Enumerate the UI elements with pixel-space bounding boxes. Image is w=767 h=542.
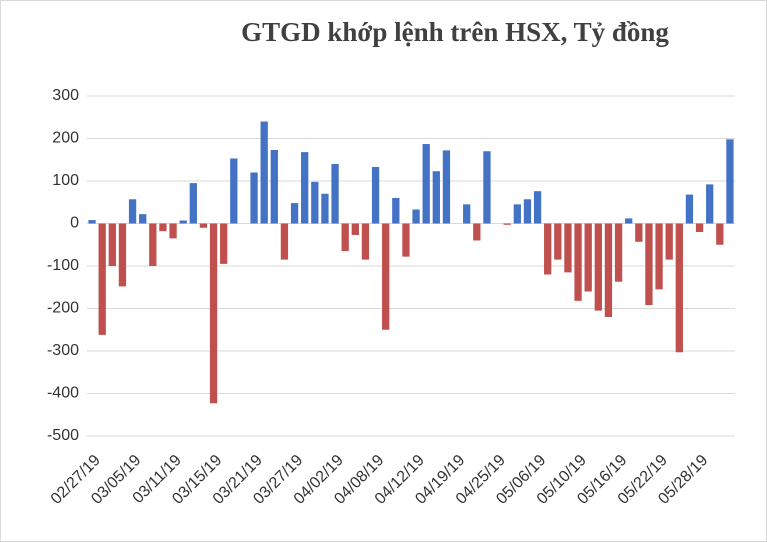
bar	[270, 149, 278, 224]
bar	[432, 171, 440, 224]
bar	[108, 223, 116, 266]
bar	[442, 150, 451, 224]
y-tick-label: -500	[47, 427, 79, 444]
bar	[371, 166, 380, 224]
bar	[139, 214, 147, 224]
bar	[533, 191, 542, 224]
bar	[412, 209, 420, 224]
bar	[706, 184, 714, 224]
bar	[331, 164, 339, 224]
chart-title: GTGD khớp lệnh trên HSX, Tỷ đồng	[241, 17, 669, 47]
bar	[98, 223, 106, 335]
bar	[118, 223, 127, 287]
bar	[625, 218, 633, 224]
y-tick-label: 0	[70, 215, 79, 232]
bar	[463, 204, 471, 224]
y-tick-label: -100	[47, 257, 79, 274]
bar	[584, 223, 592, 292]
bar	[280, 223, 289, 260]
bar	[614, 223, 623, 282]
bar	[503, 223, 511, 225]
y-tick-label: -400	[47, 385, 79, 402]
bar	[655, 223, 663, 290]
bar	[574, 223, 582, 301]
bar	[179, 220, 187, 224]
bar	[250, 172, 258, 224]
bar	[635, 223, 643, 242]
bar	[564, 223, 572, 273]
bar	[169, 223, 177, 239]
bar	[341, 223, 349, 252]
bar	[483, 151, 491, 224]
bar	[159, 223, 167, 232]
bar	[604, 223, 613, 317]
bar	[361, 223, 370, 260]
bar	[402, 223, 410, 257]
bar	[301, 152, 309, 224]
bar	[422, 144, 430, 224]
bar	[209, 223, 218, 404]
bar	[695, 223, 704, 232]
bar	[321, 193, 329, 224]
bar	[473, 223, 481, 241]
y-tick-label: 300	[52, 87, 79, 104]
bar	[513, 204, 521, 224]
bar	[726, 139, 734, 224]
bar	[382, 223, 390, 330]
bar	[523, 199, 532, 224]
bar	[311, 181, 319, 224]
bar	[220, 223, 228, 264]
bar	[544, 223, 552, 275]
bar	[392, 198, 400, 224]
y-tick-label: 100	[52, 172, 79, 189]
y-tick-label: -200	[47, 300, 79, 317]
bar	[189, 183, 197, 224]
bar	[260, 121, 268, 224]
bar	[594, 223, 602, 311]
bar	[88, 220, 96, 224]
bar	[685, 194, 694, 224]
bar	[716, 223, 724, 245]
bar	[230, 158, 238, 224]
bar	[149, 223, 157, 266]
y-tick-label: 200	[52, 130, 79, 147]
bar	[645, 223, 653, 306]
bar	[290, 203, 299, 224]
bar	[675, 223, 683, 353]
bar	[665, 223, 673, 260]
bar	[128, 199, 137, 224]
bar	[351, 223, 359, 235]
y-tick-label: -300	[47, 342, 79, 359]
bar	[199, 223, 208, 228]
bar	[554, 223, 562, 260]
